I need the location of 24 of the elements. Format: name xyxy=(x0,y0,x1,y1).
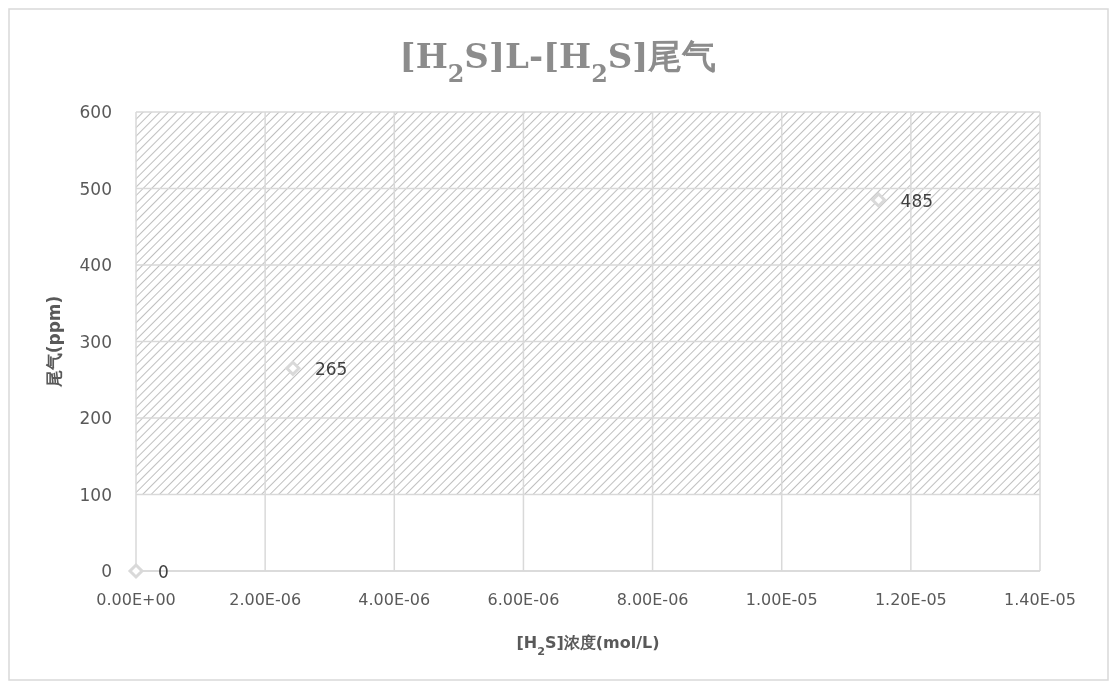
y-axis-title: 尾气(ppm) xyxy=(44,295,64,389)
x-tick-label: 2.00E-06 xyxy=(229,590,302,609)
x-tick-label: 0.00E+00 xyxy=(96,590,176,609)
x-tick-label: 8.00E-06 xyxy=(616,590,689,609)
point xyxy=(285,360,301,376)
data-label: 265 xyxy=(314,359,348,380)
point xyxy=(128,563,144,579)
point xyxy=(871,192,887,208)
y-tick-label: 200 xyxy=(79,408,112,428)
chart-title: [H$_{2}$S]L-[H$_{2}$S]尾气 xyxy=(399,36,717,88)
y-tick-label: 300 xyxy=(79,331,112,352)
data-label: 0 xyxy=(158,562,169,582)
y-tick-label: 600 xyxy=(79,102,112,122)
y-tick-label: 500 xyxy=(79,178,112,199)
y-tick-label: 100 xyxy=(79,484,112,505)
x-tick-label: 6.00E-06 xyxy=(487,590,560,609)
data-label: 485 xyxy=(900,190,934,211)
x-tick-label: 1.00E-05 xyxy=(745,590,818,609)
x-tick-label: 1.40E-05 xyxy=(1004,590,1076,609)
x-tick-label: 4.00E-06 xyxy=(358,590,431,609)
x-axis-title: [H$_{2}$S]浓度(mol/L) xyxy=(516,633,660,658)
x-tick-label: 1.20E-05 xyxy=(874,590,947,609)
y-tick-label: 0 xyxy=(101,561,112,581)
y-tick-label: 400 xyxy=(79,255,112,275)
